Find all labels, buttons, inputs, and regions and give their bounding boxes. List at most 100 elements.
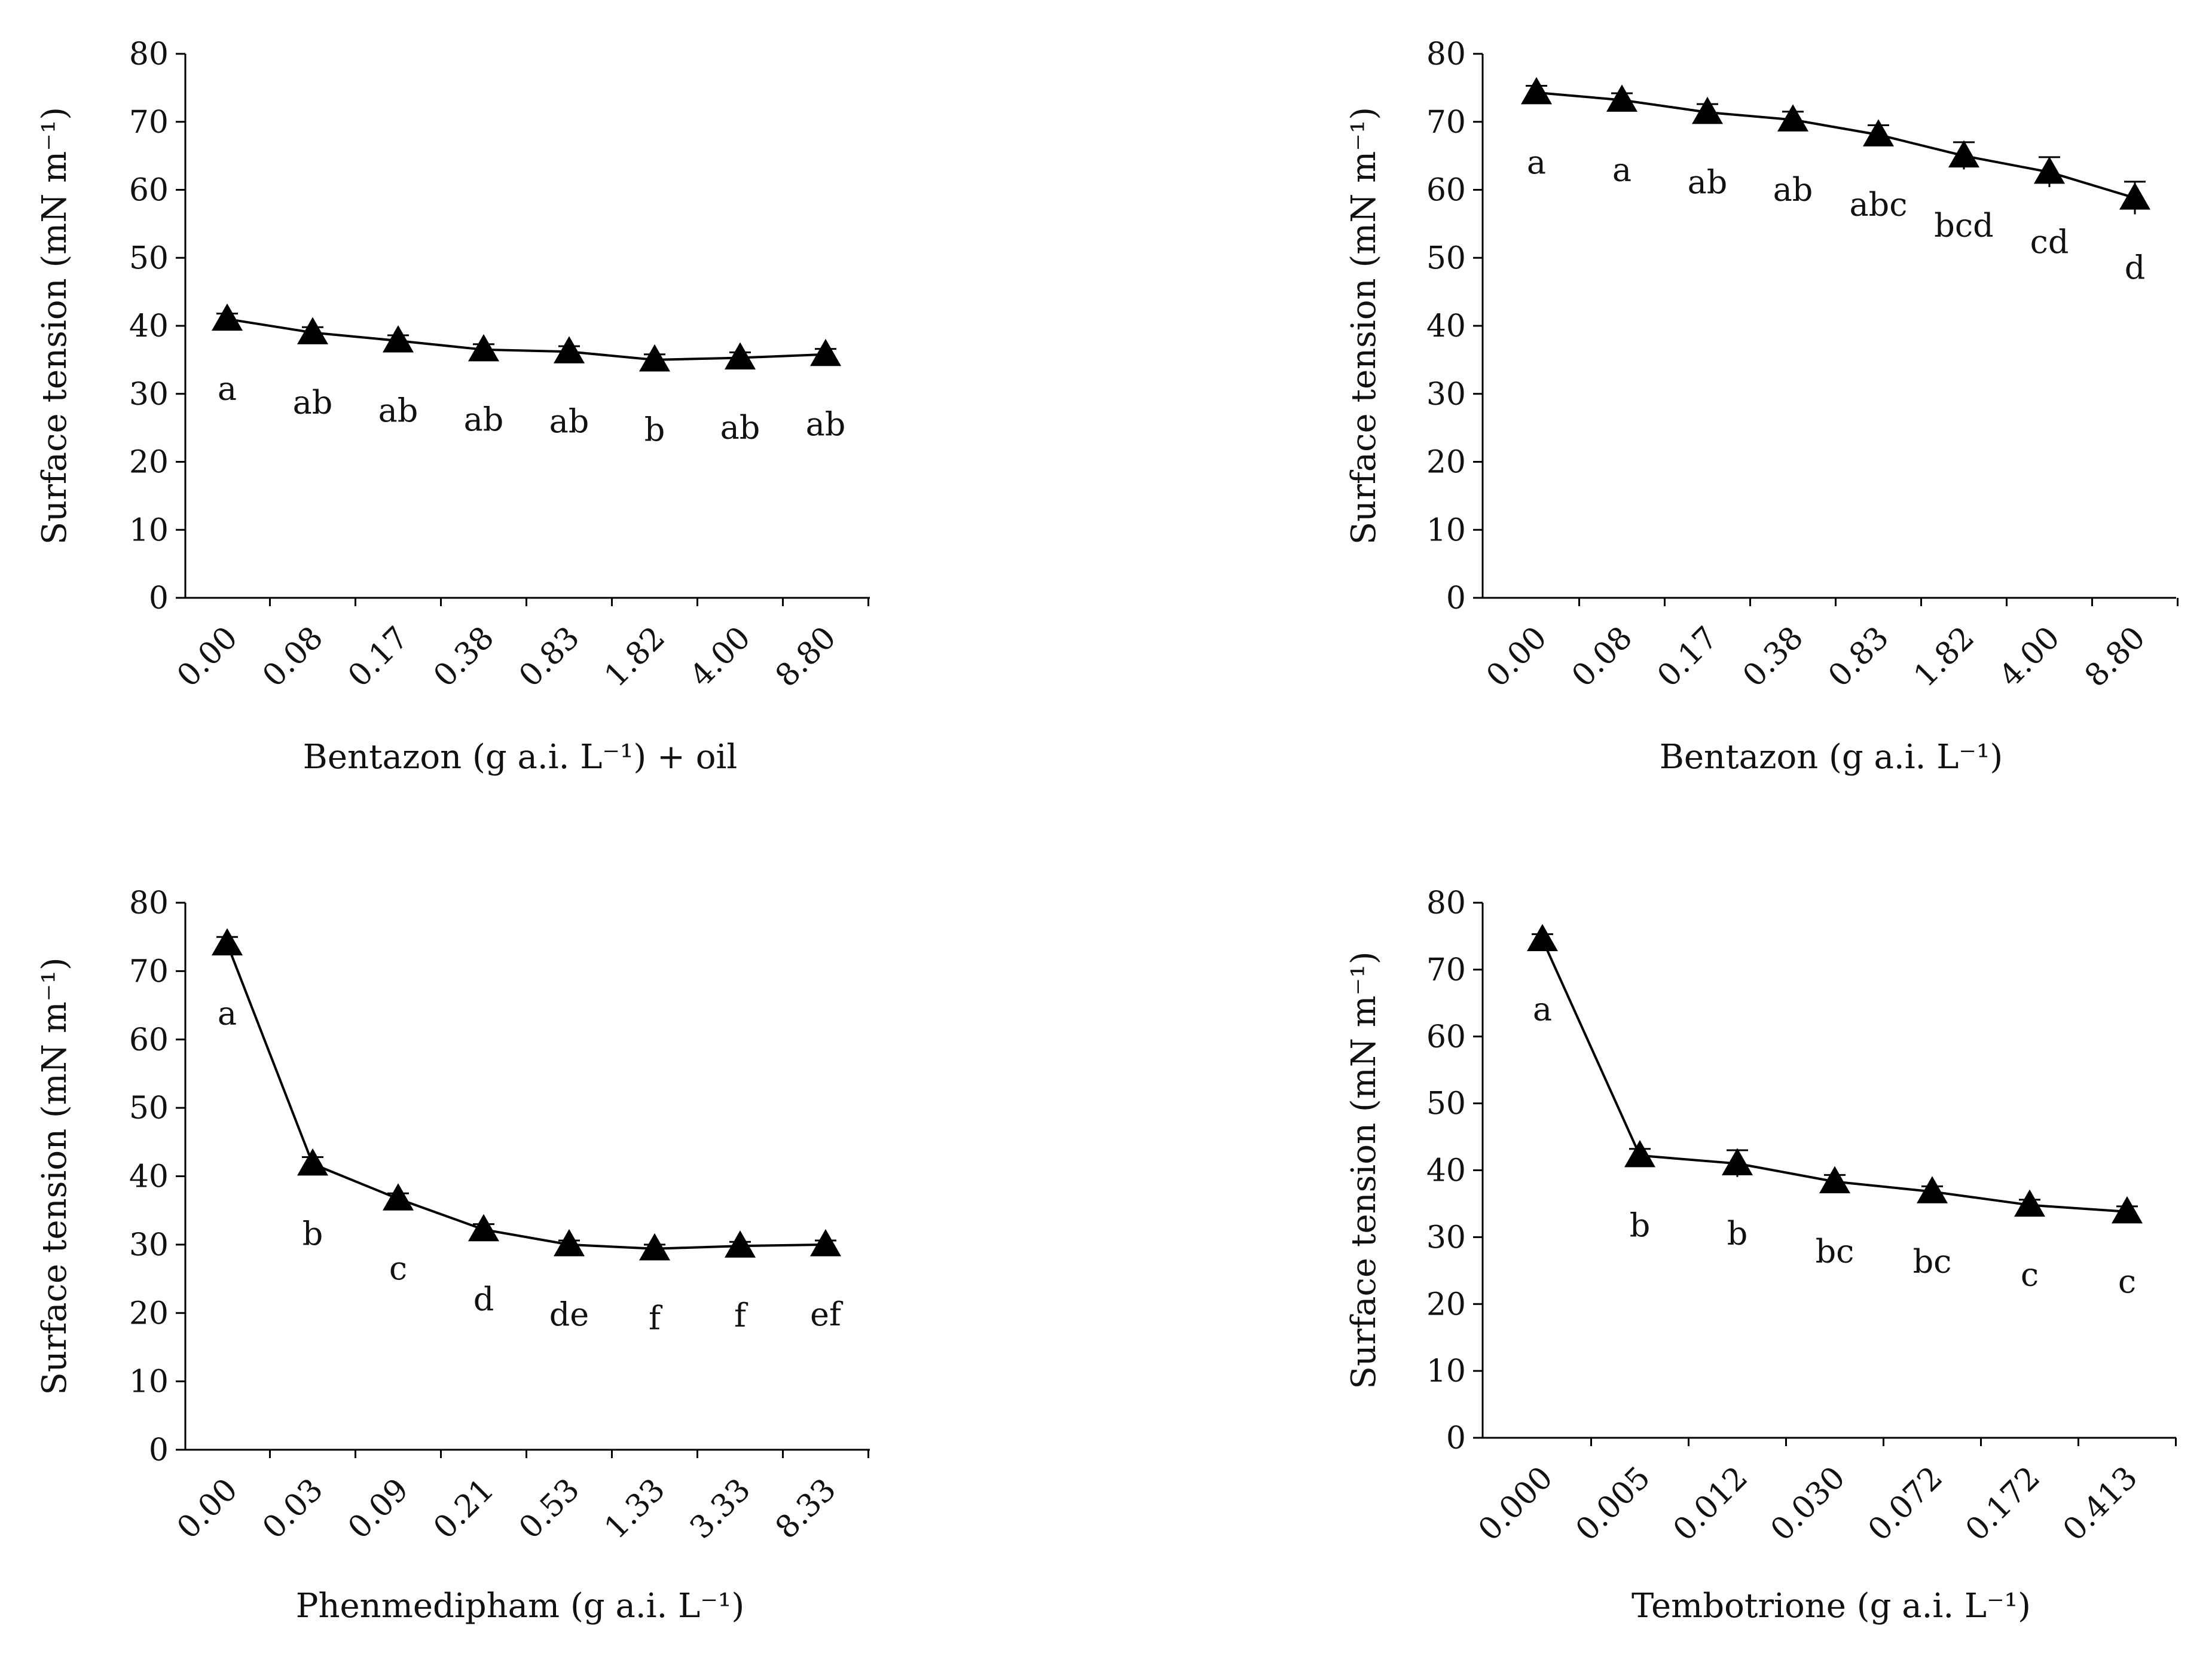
y-tick-label: 30 (1426, 1220, 1466, 1255)
significance-letter: a (1527, 143, 1546, 181)
y-tick-label: 70 (129, 105, 169, 140)
data-point (468, 1214, 499, 1242)
significance-letter: bc (1816, 1233, 1854, 1270)
data-point (1692, 96, 1723, 124)
series-line (226, 943, 826, 1250)
y-tick-label: 70 (129, 954, 169, 989)
data-point (2119, 182, 2150, 210)
significance-letter: d (2125, 249, 2146, 286)
data-point (1521, 77, 1552, 105)
y-tick-label: 80 (1426, 885, 1466, 921)
y-tick-label: 30 (129, 1227, 169, 1263)
y-tick-label: 30 (1426, 377, 1466, 413)
data-point (212, 928, 243, 956)
y-tick-label: 60 (1426, 1019, 1466, 1055)
significance-letter: c (2118, 1263, 2136, 1300)
y-tick-label: 80 (129, 885, 169, 921)
data-point (725, 342, 756, 369)
significance-letter: ab (464, 401, 504, 438)
y-tick-label: 60 (129, 1022, 169, 1058)
y-tick-label: 40 (129, 308, 169, 344)
data-point (212, 303, 243, 331)
y-axis-label: Surface tension (mN m⁻¹) (35, 107, 74, 545)
panel-bentazon-oil: Surface tension (mN m⁻¹) Bentazon (g a.i… (35, 36, 870, 777)
y-tick-label: 30 (129, 377, 169, 413)
y-tick-label: 60 (1426, 173, 1466, 209)
data-point (297, 1148, 328, 1176)
y-axis-label: Surface tension (mN m⁻¹) (1345, 107, 1383, 545)
significance-letter: a (218, 995, 237, 1032)
data-point (297, 317, 328, 344)
significance-letter: b (1630, 1206, 1651, 1244)
data-point (554, 336, 585, 363)
y-tick-label: 10 (1426, 512, 1466, 548)
significance-letter: cd (2030, 223, 2069, 261)
data-point (725, 1230, 756, 1258)
y-tick-label: 80 (1426, 36, 1466, 72)
x-axis-label: Bentazon (g a.i. L⁻¹) + oil (303, 738, 738, 777)
significance-letter: c (389, 1249, 407, 1287)
y-tick-label: 20 (129, 1296, 169, 1331)
significance-letter: a (1612, 151, 1631, 188)
y-tick-label: 60 (129, 173, 169, 209)
y-tick-label: 10 (1426, 1353, 1466, 1389)
data-point (1606, 84, 1637, 112)
data-point (2014, 1189, 2045, 1217)
significance-letter: b (303, 1215, 323, 1252)
data-point (639, 344, 670, 372)
y-tick-label: 10 (129, 512, 169, 548)
y-tick-label: 40 (1426, 308, 1466, 344)
significance-letter: ab (1688, 163, 1728, 201)
x-axis-label: Phenmedipham (g a.i. L⁻¹) (296, 1587, 744, 1626)
significance-letter: ab (378, 392, 418, 429)
x-axis-label: Tembotrione (g a.i. L⁻¹) (1631, 1587, 2031, 1626)
data-point (383, 325, 414, 353)
data-point (468, 334, 499, 362)
significance-letter: a (218, 370, 237, 408)
significance-letter: d (473, 1281, 494, 1318)
significance-letter: ab (806, 405, 846, 443)
x-axis-label: Bentazon (g a.i. L⁻¹) (1660, 738, 2003, 777)
significance-letter: b (644, 411, 665, 448)
data-point (810, 1229, 841, 1257)
data-point (1948, 140, 1979, 168)
significance-letter: abc (1849, 185, 1907, 223)
data-point (2034, 156, 2065, 184)
significance-letter: ab (293, 383, 333, 421)
y-tick-label: 70 (1426, 105, 1466, 140)
series-line (227, 317, 826, 361)
y-tick-label: 0 (1446, 580, 1466, 616)
y-tick-label: 50 (129, 1090, 169, 1126)
y-axis-label: Surface tension (mN m⁻¹) (35, 957, 74, 1395)
data-point (383, 1183, 414, 1211)
y-tick-label: 50 (129, 240, 169, 276)
significance-letter: a (1533, 991, 1552, 1028)
y-tick-label: 80 (129, 36, 169, 72)
y-axis-label: Surface tension (mN m⁻¹) (1345, 951, 1383, 1389)
y-tick-label: 10 (129, 1364, 169, 1400)
y-tick-label: 0 (149, 580, 169, 616)
y-tick-label: 20 (129, 445, 169, 481)
significance-letter: ef (810, 1296, 844, 1333)
y-tick-label: 0 (1446, 1420, 1466, 1456)
data-point (810, 338, 841, 366)
significance-letter: de (549, 1296, 589, 1333)
significance-letter: ab (549, 402, 589, 440)
y-tick-label: 40 (129, 1159, 169, 1195)
panel-phenmedipham: Surface tension (mN m⁻¹) Phenmedipham (g… (35, 885, 870, 1626)
significance-letter: b (1727, 1214, 1748, 1252)
significance-letter: bc (1913, 1242, 1952, 1280)
y-tick-label: 0 (149, 1432, 169, 1468)
significance-letter: ab (1773, 170, 1813, 208)
significance-letter: ab (720, 408, 760, 446)
data-point (1624, 1139, 1655, 1168)
data-point (1819, 1166, 1850, 1194)
y-tick-label: 40 (1426, 1153, 1466, 1189)
data-point (1722, 1148, 1753, 1175)
significance-letter: bcd (1934, 207, 1993, 245)
data-point (1863, 119, 1894, 146)
panel-bentazon: Surface tension (mN m⁻¹) Bentazon (g a.i… (1345, 36, 2179, 777)
data-point (1777, 104, 1808, 132)
series-line (1536, 91, 2135, 200)
